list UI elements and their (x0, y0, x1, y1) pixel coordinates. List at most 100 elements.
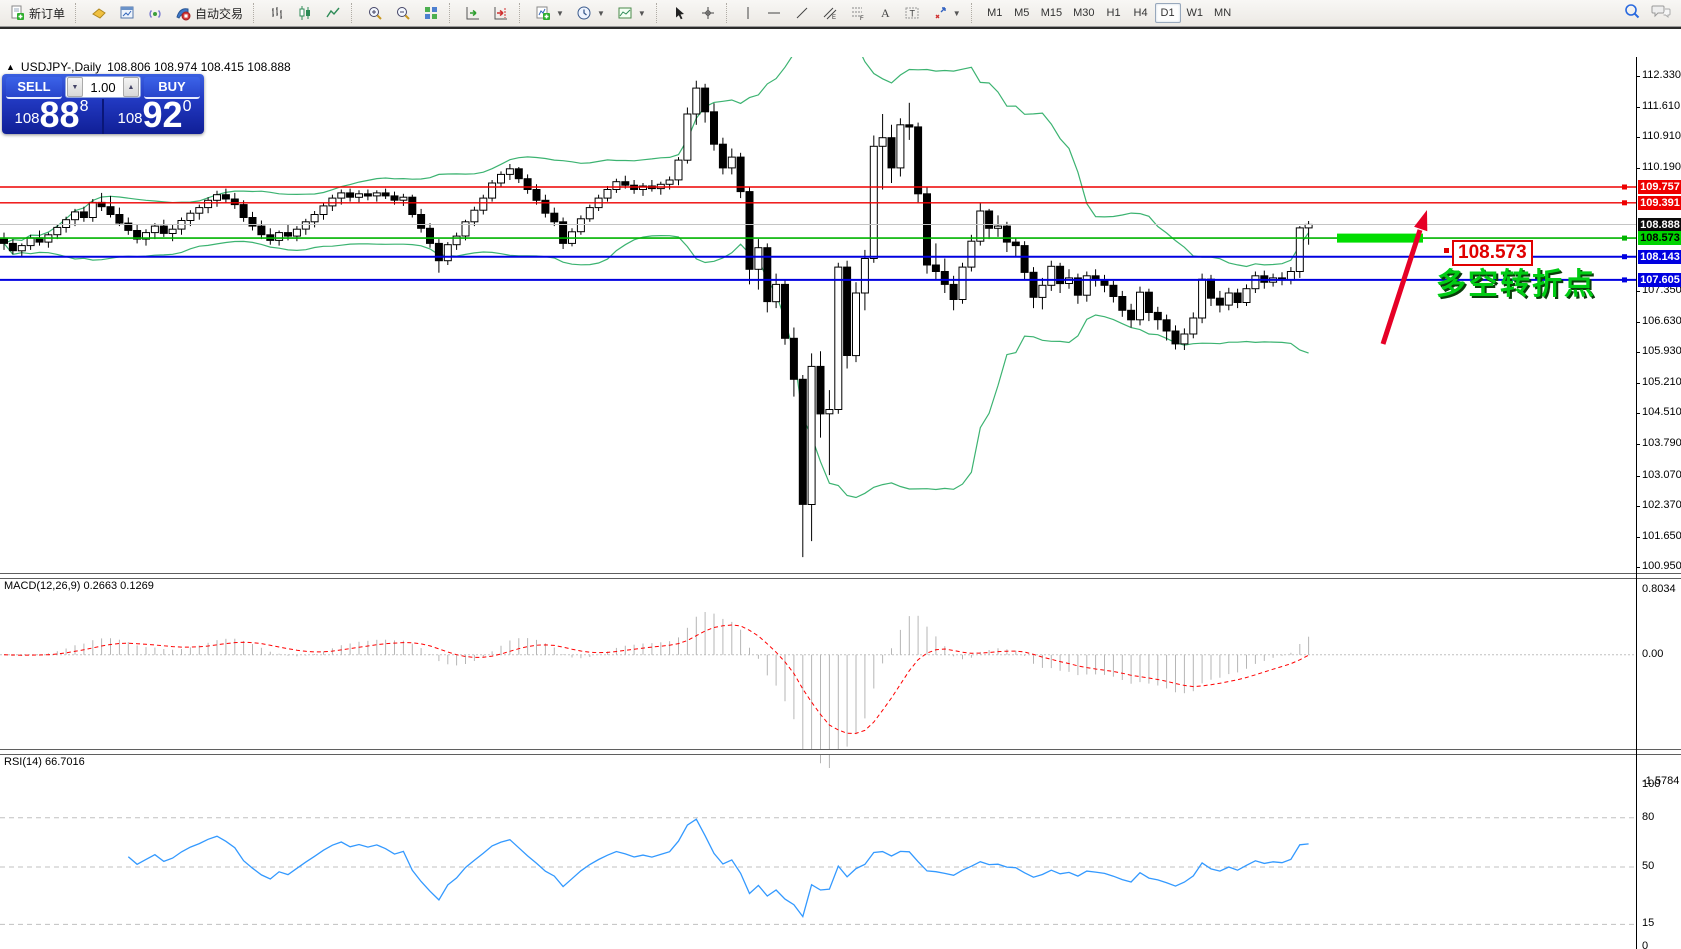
tile-windows-button[interactable] (418, 2, 444, 24)
new-order-button[interactable]: 新订单 (4, 2, 70, 24)
price-tag: 107.605 (1638, 273, 1681, 287)
sell-price[interactable]: 108 88 8 (2, 94, 101, 135)
turning-point-text[interactable]: 多空转折点 (1436, 268, 1596, 301)
new-chart-icon (119, 5, 135, 21)
templates-button[interactable]: ▼ (612, 2, 651, 24)
rsi-label: RSI(14) 66.7016 (4, 756, 85, 768)
axis-tick (1636, 537, 1640, 538)
zoom-out-button[interactable] (390, 2, 416, 24)
pane-separator[interactable] (0, 749, 1681, 755)
tick-direction-icon: ▲ (6, 62, 15, 72)
one-click-trading-panel: SELL ▼ 1.00 ▲ BUY 108 88 8 108 92 0 (2, 74, 204, 134)
label-button[interactable]: T (899, 2, 925, 24)
crosshair-button[interactable] (695, 2, 721, 24)
timeframe-button-m5[interactable]: M5 (1009, 3, 1035, 23)
periods-button[interactable]: ▼ (571, 2, 610, 24)
chevron-down-icon: ▼ (556, 8, 564, 18)
periods-icon (576, 5, 592, 21)
buy-button[interactable]: BUY (144, 77, 200, 99)
price-axis (1636, 57, 1637, 949)
zoom-out-icon (395, 5, 411, 21)
axis-tick (1636, 76, 1640, 77)
signals-button[interactable] (142, 2, 168, 24)
callout-handle[interactable] (1444, 248, 1449, 253)
chevron-down-icon: ▼ (637, 8, 646, 18)
svg-text:E: E (832, 15, 836, 21)
sell-button[interactable]: SELL (6, 77, 62, 99)
chart-shift-button[interactable] (488, 2, 514, 24)
volume-decrease-button[interactable]: ▼ (67, 77, 83, 97)
channel-button[interactable]: E (817, 2, 843, 24)
zoom-in-icon (367, 5, 383, 21)
auto-scroll-button[interactable] (460, 2, 486, 24)
buy-price-prefix: 108 (117, 110, 143, 127)
search-icon[interactable] (1623, 2, 1641, 25)
candlestick-icon (297, 5, 313, 21)
crosshair-icon (700, 5, 716, 21)
indicators-button[interactable]: ▼ (530, 2, 569, 24)
rsi-pane[interactable] (0, 781, 1636, 949)
rsi-axis-label: 15 (1642, 917, 1655, 929)
timeframe-button-m1[interactable]: M1 (982, 3, 1008, 23)
candlestick-button[interactable] (292, 2, 318, 24)
cursor-button[interactable] (667, 2, 693, 24)
cursor-icon (672, 5, 688, 21)
sell-price-big: 88 (39, 94, 80, 135)
auto-trading-button[interactable]: 自动交易 (170, 2, 248, 24)
price-axis-label: 103.790 (1642, 437, 1681, 449)
panel-divider (102, 99, 104, 134)
separator (253, 3, 259, 23)
profile-button[interactable] (86, 2, 112, 24)
volume-value[interactable]: 1.00 (90, 79, 116, 95)
axis-tick (1636, 567, 1640, 568)
text-button[interactable]: A (873, 2, 897, 24)
separator (970, 3, 977, 23)
new-chart-button[interactable] (114, 2, 140, 24)
fibo-button[interactable]: F (845, 2, 871, 24)
bar-chart-button[interactable] (264, 2, 290, 24)
tile-windows-icon (423, 5, 439, 21)
toolbar-right (1623, 2, 1677, 25)
main-price-chart[interactable] (0, 57, 1636, 601)
ohlc-values: 108.806 108.974 108.415 108.888 (107, 60, 291, 74)
buy-price[interactable]: 108 92 0 (105, 97, 204, 133)
auto-scroll-icon (465, 5, 481, 21)
timeframe-button-d1[interactable]: D1 (1154, 3, 1181, 23)
zoom-in-button[interactable] (362, 2, 388, 24)
price-axis-label: 110.190 (1642, 161, 1681, 173)
price-level-callout[interactable]: 108.573 (1452, 240, 1533, 266)
timeframe-button-m30[interactable]: M30 (1068, 3, 1099, 23)
pane-separator[interactable] (0, 573, 1681, 579)
timeframe-button-w1[interactable]: W1 (1182, 3, 1209, 23)
timeframe-button-m15[interactable]: M15 (1036, 3, 1067, 23)
price-axis-label: 107.350 (1642, 284, 1681, 296)
hline-button[interactable] (761, 2, 787, 24)
timeframe-button-h1[interactable]: H1 (1101, 3, 1127, 23)
chart-title: ▲ USDJPY-,Daily 108.806 108.974 108.415 … (6, 60, 291, 74)
line-chart-button[interactable] (320, 2, 346, 24)
new-order-icon (9, 5, 25, 21)
rsi-axis-label: 100 (1642, 778, 1661, 790)
timeframe-button-h4[interactable]: H4 (1128, 3, 1154, 23)
indicators-icon (535, 5, 551, 21)
rsi-axis-label: 0 (1642, 940, 1649, 949)
price-axis-label: 101.650 (1642, 530, 1681, 542)
sell-price-sup: 8 (79, 98, 89, 115)
vline-button[interactable] (737, 2, 759, 24)
text-icon: A (878, 5, 892, 21)
volume-increase-button[interactable]: ▲ (123, 77, 139, 97)
buy-price-sup: 0 (182, 98, 192, 115)
axis-tick (1636, 322, 1640, 323)
axis-tick (1636, 137, 1640, 138)
price-axis-label: 106.630 (1642, 315, 1681, 327)
timeframe-button-mn[interactable]: MN (1209, 3, 1236, 23)
trendline-button[interactable] (789, 2, 815, 24)
axis-tick (1636, 168, 1640, 169)
svg-text:T: T (909, 9, 915, 19)
chat-icon[interactable] (1651, 2, 1671, 25)
macd-pane[interactable] (0, 605, 1636, 775)
shapes-button[interactable]: ▼ (927, 2, 966, 24)
separator (519, 3, 525, 23)
separator (449, 3, 455, 23)
